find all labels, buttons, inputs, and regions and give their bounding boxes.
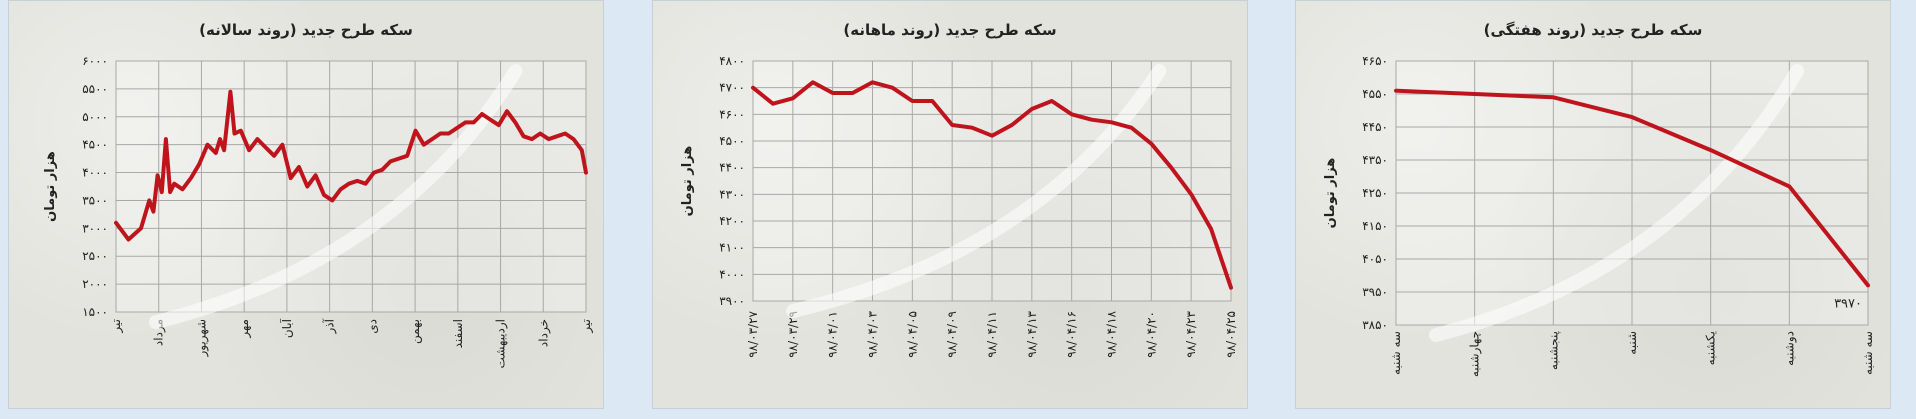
y-tick-label: ۴۱۰۰ <box>719 241 745 255</box>
x-tick-label: ۹۸/۰۴/۰۱ <box>826 311 840 358</box>
y-tick-label: ۵۰۰۰ <box>82 110 108 124</box>
x-tick-label: خرداد <box>536 319 551 347</box>
x-tick-label: ۹۸/۰۳/۲۷ <box>746 310 760 357</box>
watermark-logo <box>1429 64 1805 342</box>
x-tick-label: یکشنبه <box>1704 331 1718 365</box>
yearly-chart-panel: سکه طرح جدید (روند سالانه) ۱۵۰۰ ۲۰۰۰ ۲۵۰۰ ۳… <box>8 0 604 409</box>
y-tick-label: ۴۱۵۰ <box>1362 219 1388 233</box>
x-tick-label: اردیبهشت <box>494 319 509 368</box>
y-tick-label: ۴۰۰۰ <box>719 267 745 281</box>
x-tick-label: آبان <box>279 318 294 338</box>
y-tick-label: ۴۵۰۰ <box>82 138 108 152</box>
y-tick-label: ۳۸۵۰ <box>1362 318 1388 332</box>
y-tick-label: ۴۲۵۰ <box>1362 186 1388 200</box>
y-axis-label: هزار تومان <box>680 146 695 217</box>
y-axis-label: هزار تومان <box>43 151 58 222</box>
y-tick-label: ۴۵۵۰ <box>1362 87 1388 101</box>
x-tick-label: اسفند <box>451 319 465 348</box>
monthly-chart: ۳۹۰۰ ۴۰۰۰ ۴۱۰۰ ۴۲۰۰ ۴۳۰۰ ۴۴۰۰ ۴۵۰۰ ۴۶۰۰ ۴۷۰۰ ۴۸۰۰… <box>680 54 1238 358</box>
x-tick-label: ۹۸/۰۴/۰۳ <box>866 310 880 357</box>
watermark-logo <box>786 64 1167 318</box>
x-tick-label: ۹۸/۰۴/۱۳ <box>1025 310 1039 357</box>
x-tick-label: ۹۸/۰۴/۲۰ <box>1144 311 1158 358</box>
y-tick-label: ۴۰۰۰ <box>82 166 108 180</box>
series-line <box>751 80 1233 290</box>
x-tick-label: دوشنبه <box>1782 331 1797 366</box>
y-tick-label: ۴۳۵۰ <box>1362 153 1388 167</box>
y-tick-label: ۴۲۰۰ <box>719 214 745 228</box>
x-tick-label: ۹۸/۰۴/۲۳ <box>1184 310 1198 357</box>
weekly-chart: ۳۸۵۰ ۳۹۵۰ ۴۰۵۰ ۴۱۵۰ ۴۲۵۰ ۴۳۵۰ ۴۴۵۰ ۴۵۵۰ ۴۶۵۰ سه ش… <box>1323 54 1875 377</box>
y-tick-label: ۴۷۰۰ <box>719 81 745 95</box>
y-tick-label: ۴۸۰۰ <box>719 54 745 68</box>
x-tick-label: شهریور <box>194 319 209 358</box>
x-tick-label: ۹۸/۰۴/۲۵ <box>1224 311 1238 358</box>
y-tick-label: ۴۴۰۰ <box>719 161 745 175</box>
x-tick-label: چهارشنبه <box>1468 331 1483 377</box>
x-tick-label: شنبه <box>1625 331 1639 355</box>
y-tick-label: ۲۰۰۰ <box>82 277 108 291</box>
y-tick-label: ۳۹۰۰ <box>719 294 745 308</box>
y-tick-label: ۱۵۰۰ <box>82 305 108 319</box>
y-tick-label: ۳۰۰۰ <box>82 221 108 235</box>
x-tick-label: ۹۸/۰۳/۲۹ <box>786 311 800 358</box>
y-tick-label: ۴۳۰۰ <box>719 187 745 201</box>
weekly-chart-panel: سکه طرح جدید (روند هفتگی) ۳۸۵۰ ۳۹۵۰ ۴۰۵۰ ۴۱… <box>1295 0 1891 409</box>
y-tick-label: ۵۵۰۰ <box>82 82 108 96</box>
y-tick-label: ۴۶۰۰ <box>719 107 745 121</box>
x-tick-label: پنجشنبه <box>1546 331 1560 370</box>
y-tick-label: ۳۹۵۰ <box>1362 285 1388 299</box>
x-tick-label: مهر <box>237 319 252 339</box>
x-tick-label: دی <box>365 319 379 334</box>
x-tick-label: تیر <box>579 319 594 334</box>
data-label: ۳۹۷۰ <box>1834 296 1862 311</box>
y-tick-label: ۴۵۰۰ <box>719 134 745 148</box>
y-tick-label: ۶۰۰۰ <box>82 54 108 68</box>
y-tick-label: ۴۰۵۰ <box>1362 252 1388 266</box>
y-axis-label: هزار تومان <box>1323 158 1338 229</box>
monthly-chart-panel: سکه طرح جدید (روند ماهانه) ۳۹۰۰ ۴۰۰۰ ۴۱۰۰ ۴… <box>652 0 1248 409</box>
x-tick-label: ۹۸/۰۴/۰۹ <box>945 311 959 358</box>
yearly-chart: ۱۵۰۰ ۲۰۰۰ ۲۵۰۰ ۳۰۰۰ ۳۵۰۰ ۴۰۰۰ ۴۵۰۰ ۵۰۰۰ ۵۵۰۰ ۶۰۰۰… <box>43 54 594 368</box>
x-tick-label: بهمن <box>408 319 423 344</box>
series-line <box>114 89 588 242</box>
x-tick-label: ۹۸/۰۴/۱۱ <box>985 311 999 358</box>
y-tick-label: ۳۵۰۰ <box>82 193 108 207</box>
chart-title: سکه طرح جدید (روند هفتگی) <box>1483 21 1703 39</box>
y-tick-label: ۴۴۵۰ <box>1362 120 1388 134</box>
x-tick-label: آذر <box>322 318 338 334</box>
chart-title: سکه طرح جدید (روند سالانه) <box>199 21 413 39</box>
watermark-logo <box>149 64 523 329</box>
y-tick-label: ۲۵۰۰ <box>82 249 108 263</box>
x-tick-label: سه شنبه <box>1389 331 1403 375</box>
x-tick-label: ۹۸/۰۴/۱۸ <box>1105 310 1119 357</box>
chart-title: سکه طرح جدید (روند ماهانه) <box>843 21 1057 39</box>
x-tick-label: ۹۸/۰۴/۱۶ <box>1065 311 1079 358</box>
x-tick-label: ۹۸/۰۴/۰۵ <box>905 311 919 358</box>
x-tick-label: سه شنبه <box>1861 331 1875 375</box>
series-line <box>1394 88 1870 288</box>
y-tick-label: ۴۶۵۰ <box>1362 54 1388 68</box>
x-tick-label: تیر <box>109 319 124 334</box>
